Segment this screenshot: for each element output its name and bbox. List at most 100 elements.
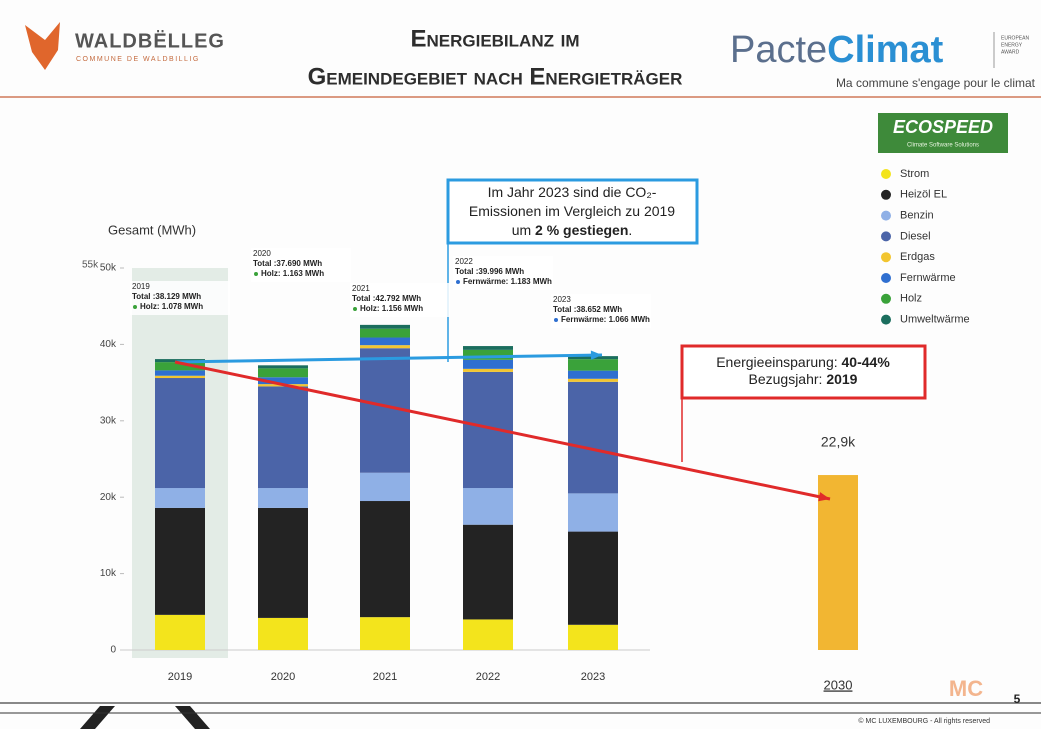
- brand: PacteClimat: [730, 29, 944, 71]
- x-tick-label: 2019: [168, 671, 192, 683]
- title-line: Gemeindegebiet nach Energieträger: [308, 63, 683, 90]
- y-tick-label: 10k: [100, 568, 117, 579]
- footer-logo: MC: [949, 676, 983, 701]
- bar-segment: [568, 359, 618, 371]
- callout-part: 40-44%: [842, 354, 891, 370]
- note-year: 2021: [352, 284, 370, 293]
- target-bar: [818, 475, 858, 650]
- note-year: 2019: [132, 282, 150, 291]
- bar-segment: [360, 337, 410, 346]
- award: EUROPEAN: [1001, 35, 1029, 41]
- bar-segment: [258, 617, 308, 650]
- note-bg: [350, 283, 450, 317]
- bar-segment: [463, 368, 513, 372]
- note-total: Total :38.652 MWh: [553, 305, 622, 314]
- note-bullet: [133, 305, 137, 309]
- bar-segment: [258, 368, 308, 378]
- brand-a: Pacte: [730, 29, 827, 71]
- bar-segment: [568, 370, 618, 379]
- bar-segment: [360, 328, 410, 338]
- org-name: WALDBËLLEG: [75, 29, 225, 52]
- note-total: Total :37.690 MWh: [253, 259, 322, 268]
- trend-arrow: [174, 353, 603, 364]
- bar-segment: [155, 370, 205, 376]
- callout-text: um 2 % gestiegen.: [512, 222, 633, 238]
- note-total: Total :42.792 MWh: [352, 294, 421, 303]
- callout-text: Im Jahr 2023 sind die CO₂-: [488, 184, 657, 200]
- fox-logo: [25, 22, 60, 70]
- trend-arrow: [174, 360, 831, 501]
- bar-segment: [463, 488, 513, 525]
- x-tick-label: 2021: [373, 671, 397, 683]
- note-bullet: [456, 280, 460, 284]
- arrow-head: [818, 492, 830, 502]
- y-axis-label: Gesamt (MWh): [108, 222, 196, 237]
- bar-segment: [258, 507, 308, 618]
- note-bg: [551, 294, 651, 328]
- legend-label: Holz: [900, 293, 922, 305]
- bar-segment: [155, 378, 205, 489]
- brand-b: Climat: [827, 29, 943, 71]
- copyright: © MC LUXEMBOURG - All rights reserved: [858, 717, 990, 725]
- callout-part: 2 % gestiegen: [535, 222, 628, 238]
- bar-segment: [463, 349, 513, 360]
- award: AWARD: [1001, 49, 1020, 55]
- callout-text: Bezugsjahr: 2019: [749, 371, 858, 387]
- legend-swatch: [881, 231, 891, 242]
- note-bullet: [353, 307, 357, 311]
- bar-segment: [360, 324, 410, 329]
- note-bg: [453, 256, 553, 290]
- y-tick-label: 20k: [100, 492, 117, 503]
- target-category: 2030: [824, 677, 853, 692]
- note-year: 2023: [553, 295, 571, 304]
- bar-segment: [360, 501, 410, 618]
- callout-part: Im Jahr 2023 sind die CO₂-: [488, 184, 657, 200]
- bar-segment: [568, 624, 618, 650]
- bar-segment: [568, 381, 618, 494]
- bar-segment: [568, 493, 618, 532]
- legend-label: Strom: [900, 168, 929, 180]
- note-detail: Fernwärme: 1.183 MWh: [463, 277, 552, 286]
- callout-part: Energieeinsparung:: [716, 354, 841, 370]
- bar-segment: [258, 386, 308, 489]
- bar-segment: [258, 488, 308, 508]
- y-tick-label: 30k: [100, 415, 117, 426]
- note-detail: Fernwärme: 1.066 MWh: [561, 315, 650, 324]
- ecospeed-sub: Climate Software Solutions: [907, 143, 979, 149]
- bar-segment: [463, 619, 513, 650]
- callout-text: Emissionen im Vergleich zu 2019: [469, 203, 675, 219]
- legend-swatch: [881, 314, 891, 325]
- bar-segment: [463, 359, 513, 369]
- bar-segment: [258, 377, 308, 385]
- x-tick-label: 2022: [476, 671, 500, 683]
- title-line: Energiebilanz im: [410, 25, 579, 52]
- page-number: 5: [1014, 692, 1021, 706]
- callout-part: Bezugsjahr:: [749, 371, 827, 387]
- bar-segment: [155, 362, 205, 371]
- callout-box: [446, 178, 699, 245]
- bar-segment: [155, 507, 205, 615]
- ecospeed-name: ECOSPEED: [893, 117, 993, 137]
- note-bullet: [254, 272, 258, 276]
- bar-segment: [155, 375, 205, 379]
- x-tick-label: 2023: [581, 671, 605, 683]
- callout-text: Energieeinsparung: 40-44%: [716, 354, 890, 370]
- bar-segment: [360, 345, 410, 349]
- note-year: 2020: [253, 249, 271, 258]
- legend-label: Heizöl EL: [900, 189, 947, 201]
- legend-label: Benzin: [900, 210, 934, 222]
- ecospeed-logo: [878, 113, 1008, 153]
- legend-label: Fernwärme: [900, 272, 956, 284]
- y-tick-label: 50k: [100, 263, 117, 274]
- callout-part: Emissionen im Vergleich zu 2019: [469, 203, 675, 219]
- legend-swatch: [881, 210, 891, 221]
- note-total: Total :38.129 MWh: [132, 292, 201, 301]
- arrow-head: [590, 350, 602, 360]
- legend-swatch: [881, 169, 891, 179]
- legend-label: Erdgas: [900, 251, 935, 263]
- callout-part: um: [512, 222, 535, 238]
- legend-swatch: [881, 293, 891, 304]
- bar-segment: [258, 365, 308, 369]
- callout-box: [680, 344, 927, 400]
- stand: [80, 706, 210, 729]
